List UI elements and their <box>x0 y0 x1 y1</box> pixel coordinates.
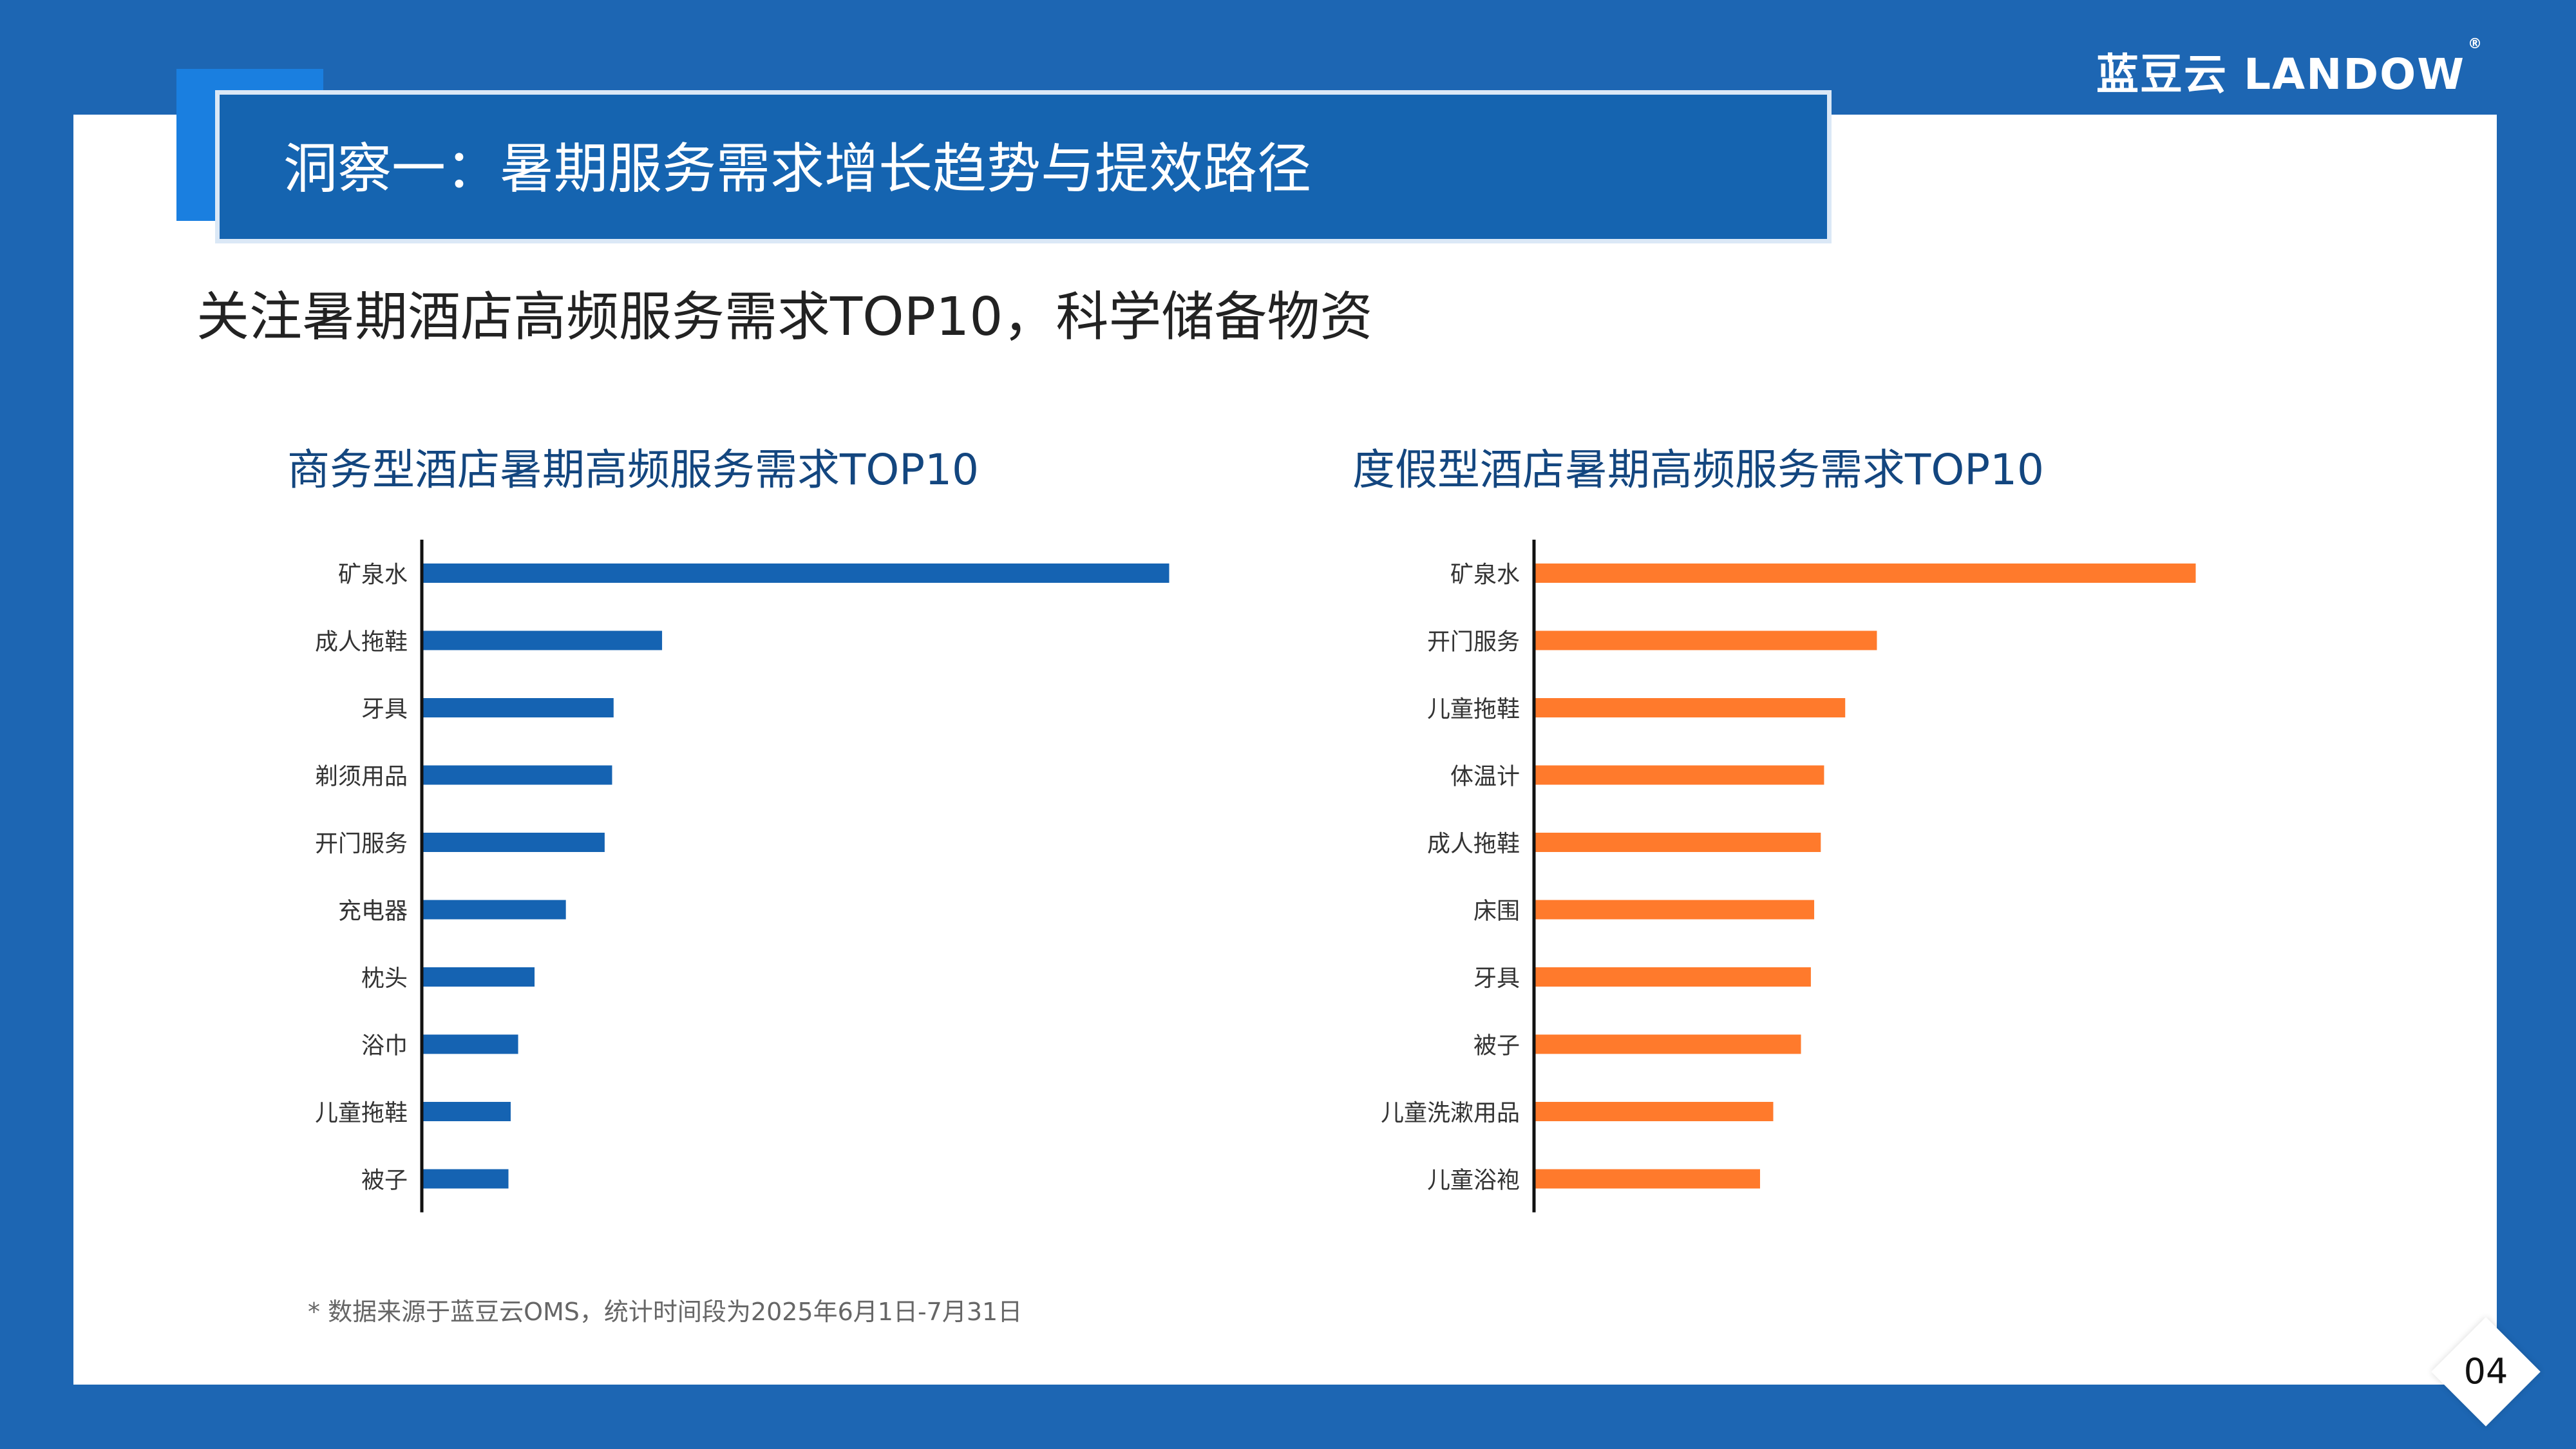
resort-bar <box>1535 967 1811 987</box>
resort-chart-title: 度假型酒店暑期高频服务需求TOP10 <box>1352 445 2045 495</box>
page-subtitle: 关注暑期酒店高频服务需求TOP10，科学储备物资 <box>196 287 1373 348</box>
business-category-label: 被子 <box>361 1168 408 1194</box>
resort-category-label: 儿童洗漱用品 <box>1381 1100 1520 1126</box>
business-category-label: 牙具 <box>361 696 408 723</box>
business-bar <box>423 564 1170 583</box>
resort-bar <box>1535 1102 1774 1121</box>
resort-bar <box>1535 630 1877 650</box>
resort-bar <box>1535 564 2196 583</box>
resort-category-label: 儿童拖鞋 <box>1427 696 1520 723</box>
resort-bar <box>1535 900 1815 920</box>
resort-category-label: 被子 <box>1473 1033 1520 1059</box>
business-bar <box>423 630 663 650</box>
page-number: 04 <box>2463 1351 2508 1392</box>
business-bar <box>423 765 612 785</box>
business-category-label: 成人拖鞋 <box>315 629 408 656</box>
business-chart-title: 商务型酒店暑期高频服务需求TOP10 <box>287 445 980 495</box>
resort-bar <box>1535 1034 1801 1054</box>
business-bar <box>423 900 566 920</box>
resort-category-label: 儿童浴袍 <box>1427 1168 1520 1194</box>
business-bar <box>423 698 614 717</box>
resort-category-label: 开门服务 <box>1427 629 1520 656</box>
business-category-label: 开门服务 <box>315 831 408 857</box>
business-bar <box>423 833 605 852</box>
resort-bar <box>1535 833 1821 852</box>
brand-name: 蓝豆云 LANDOW <box>2096 50 2466 99</box>
header-banner <box>215 90 1832 243</box>
business-bar <box>423 1169 509 1189</box>
page-title: 洞察一：暑期服务需求增长趋势与提效路径 <box>283 137 1312 200</box>
resort-bar <box>1535 1169 1760 1189</box>
brand-logo: 蓝豆云 LANDOW® <box>2096 36 2483 102</box>
resort-category-label: 床围 <box>1473 898 1520 925</box>
business-category-label: 剃须用品 <box>315 764 408 790</box>
resort-category-label: 矿泉水 <box>1450 562 1520 588</box>
resort-bar <box>1535 765 1824 785</box>
resort-bar <box>1535 698 1846 717</box>
business-bar <box>423 1102 511 1121</box>
business-category-label: 儿童拖鞋 <box>315 1100 408 1126</box>
business-bar <box>423 1034 518 1054</box>
business-category-label: 浴巾 <box>361 1033 408 1059</box>
registered-mark: ® <box>2468 36 2484 52</box>
resort-category-label: 成人拖鞋 <box>1427 831 1520 857</box>
business-category-label: 充电器 <box>338 898 408 925</box>
footnote: * 数据来源于蓝豆云OMS，统计时间段为2025年6月1日-7月31日 <box>308 1298 1023 1326</box>
resort-category-label: 体温计 <box>1450 764 1520 790</box>
business-category-label: 矿泉水 <box>338 562 408 588</box>
business-category-label: 枕头 <box>361 965 408 992</box>
resort-category-label: 牙具 <box>1473 965 1520 992</box>
business-bar <box>423 967 535 987</box>
